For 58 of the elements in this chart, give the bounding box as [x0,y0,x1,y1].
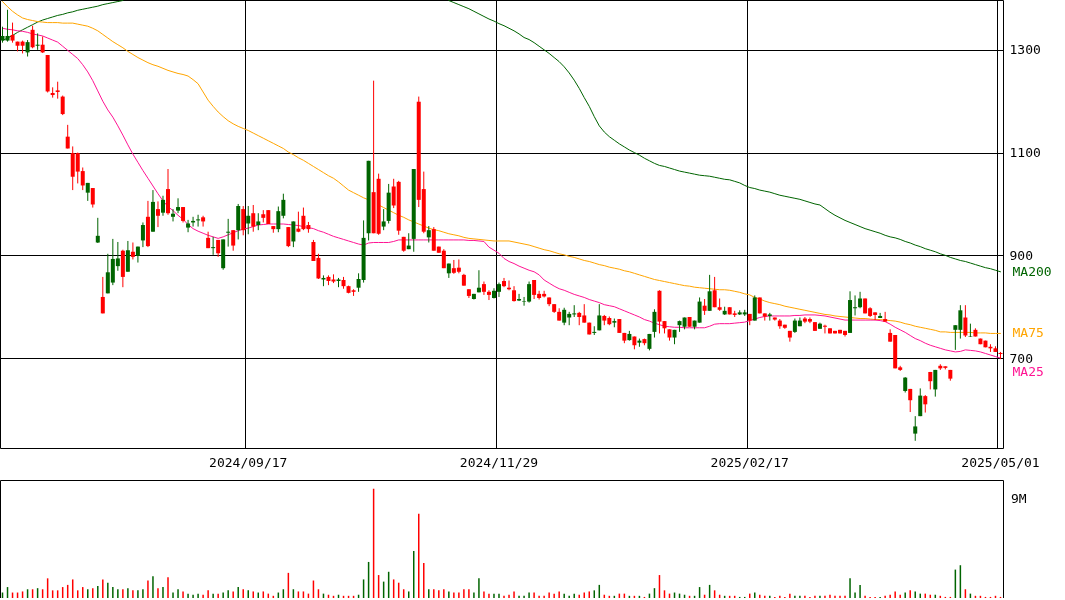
series-label: MA25 [1012,364,1044,380]
candlestick [246,205,251,235]
candlestick [918,387,923,417]
y-tick-label: 1300 [1009,42,1041,58]
candlestick [155,200,160,228]
candlestick [5,9,10,43]
candlestick [160,195,165,217]
candlestick [286,226,291,248]
candlestick [35,32,40,51]
candlestick [291,220,296,248]
candlestick [241,205,246,236]
candlestick [251,204,256,233]
candlestick [963,304,968,338]
candlestick [60,95,65,116]
candlestick [50,86,55,99]
candlestick [707,274,712,312]
candlestick [381,208,386,231]
y-tick-label: 1100 [1009,145,1041,161]
candlestick [130,242,135,260]
candlestick [231,229,236,252]
candlestick [226,218,231,248]
candlestick [572,304,577,318]
candlestick [171,208,176,222]
candlestick [90,187,95,209]
text: 9M [1011,491,1027,506]
candlestick [10,22,15,44]
candlestick [822,324,827,334]
candlestick [301,207,306,231]
candlestick [697,296,702,324]
candlestick [100,276,105,314]
y-tick-label: 700 [1009,350,1033,366]
candlestick [933,369,938,398]
y-tick-label: 900 [1009,247,1033,263]
candlestick [456,258,461,274]
x-tick-label: 2025/05/01 [961,454,1040,470]
candlestick [532,279,537,300]
series-label: MA200 [1012,263,1052,279]
candlestick [196,214,201,228]
candlestick [883,311,888,323]
x-tick-label: 2024/11/29 [459,454,539,470]
candlestick [201,215,206,228]
x-tick-label: 2025/02/17 [710,454,789,470]
candlestick [140,221,145,248]
candlestick [712,276,717,308]
candlestick [486,289,491,301]
candlestick [211,236,216,256]
candlestick [186,219,191,233]
candlestick [125,240,130,273]
series-label: MA75 [1012,325,1044,341]
candlestick [597,303,602,331]
candlestick [752,294,757,322]
candlestick [878,312,883,319]
candlestick [30,25,35,49]
candlestick [176,197,181,214]
candlestick [652,308,657,339]
x-tick-label: 2024/09/17 [209,454,288,470]
candlestick [913,415,918,442]
candlestick [517,293,522,302]
